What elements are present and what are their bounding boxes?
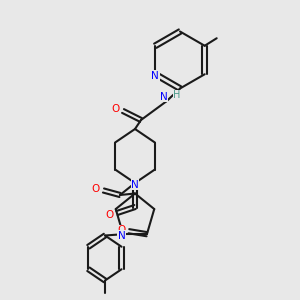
Text: H: H	[173, 90, 181, 100]
Text: N: N	[160, 92, 167, 102]
Text: N: N	[152, 71, 159, 81]
Text: N: N	[131, 179, 139, 190]
Text: O: O	[117, 225, 125, 235]
Text: O: O	[111, 104, 120, 115]
Text: O: O	[105, 209, 114, 220]
Text: O: O	[92, 184, 100, 194]
Text: N: N	[118, 231, 125, 241]
